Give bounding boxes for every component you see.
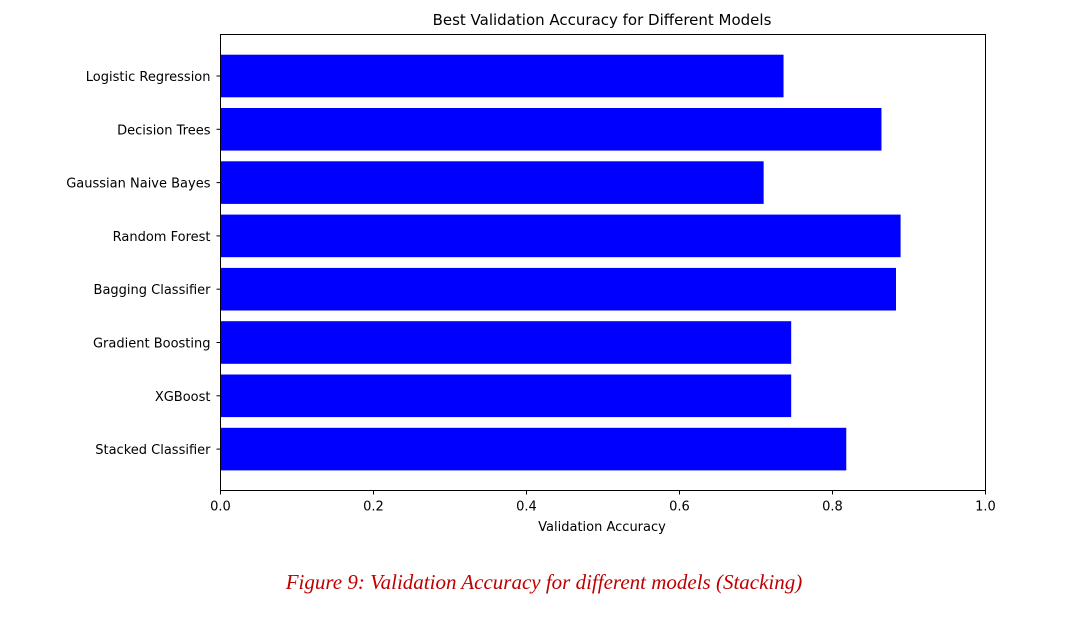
x-tick-label: 0.8	[822, 500, 843, 515]
y-tick-label: Stacked Classifier	[95, 443, 211, 458]
bar	[220, 54, 784, 98]
x-tick-label: 0.0	[210, 500, 231, 515]
y-tick-label: Random Forest	[113, 230, 211, 245]
bars-group	[220, 54, 901, 471]
x-tick-label: 0.4	[516, 500, 537, 515]
y-tick-label: Logistic Regression	[86, 70, 211, 85]
y-tick-label: XGBoost	[155, 390, 211, 405]
bar	[220, 214, 901, 258]
figure-caption: Figure 9: Validation Accuracy for differ…	[285, 570, 803, 594]
bar-chart: Best Validation Accuracy for Different M…	[66, 11, 996, 535]
x-axis-label: Validation Accuracy	[538, 520, 666, 535]
y-tick-labels: Logistic Regression Decision Trees Gaussia…	[66, 70, 211, 458]
bar	[220, 427, 847, 471]
chart-title: Best Validation Accuracy for Different M…	[433, 11, 772, 29]
y-tick-label: Gaussian Naive Bayes	[66, 177, 210, 192]
y-tick-label: Decision Trees	[117, 123, 211, 138]
plot-frame	[220, 34, 986, 491]
y-tick-label: Bagging Classifier	[94, 283, 212, 298]
y-ticks	[216, 75, 221, 450]
x-tick-label: 0.6	[669, 500, 690, 515]
y-tick-label: Gradient Boosting	[93, 337, 211, 352]
bar	[220, 161, 764, 204]
x-tick-label: 0.2	[363, 500, 384, 515]
bar	[220, 108, 882, 151]
bar	[220, 267, 896, 311]
x-tick-label: 1.0	[975, 500, 996, 515]
bar	[220, 321, 792, 364]
bar	[220, 374, 792, 418]
x-ticks: 0.0 0.2 0.4 0.6 0.8 1.0	[210, 490, 996, 515]
